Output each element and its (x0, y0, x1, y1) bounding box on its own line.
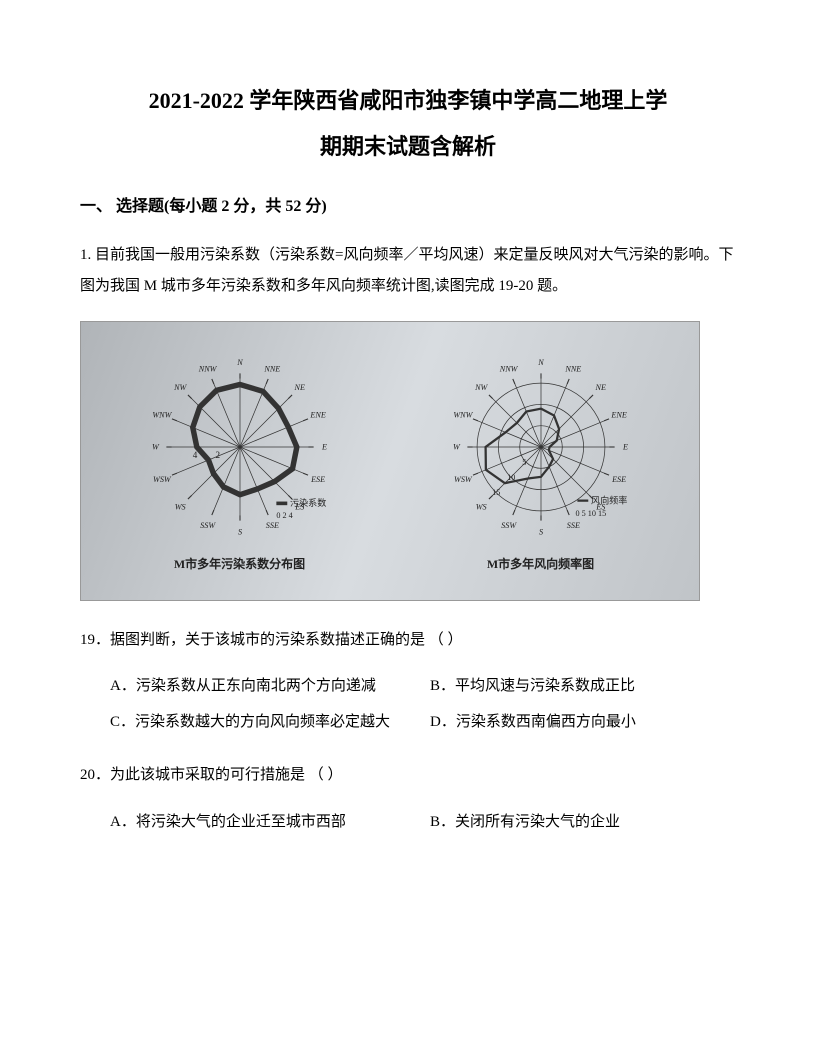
svg-text:4: 4 (192, 449, 197, 459)
svg-text:SSW: SSW (501, 520, 517, 529)
svg-text:SSE: SSE (566, 520, 579, 529)
svg-text:NNE: NNE (564, 364, 581, 373)
svg-text:15: 15 (492, 488, 500, 497)
svg-text:N: N (537, 358, 544, 367)
section-header: 一、 选择题(每小题 2 分，共 52 分) (80, 192, 736, 222)
question-19: 19．据图判断，关于该城市的污染系数描述正确的是 （ ） A．污染系数从正东向南… (80, 625, 736, 741)
svg-text:WSW: WSW (153, 475, 172, 484)
svg-text:风向频率: 风向频率 (591, 494, 627, 505)
svg-text:5: 5 (522, 457, 526, 466)
svg-text:SSW: SSW (200, 520, 216, 529)
svg-text:WNW: WNW (152, 410, 172, 419)
q20-text: 20．为此该城市采取的可行措施是 （ ） (80, 760, 736, 792)
q19-text: 19．据图判断，关于该城市的污染系数描述正确的是 （ ） (80, 625, 736, 657)
svg-text:NW: NW (474, 383, 488, 392)
left-caption: M市多年污染系数分布图 (174, 553, 305, 576)
svg-text:WS: WS (475, 502, 486, 511)
svg-text:W: W (152, 442, 160, 451)
svg-text:SSE: SSE (265, 520, 278, 529)
svg-text:E: E (321, 442, 327, 451)
svg-text:ENE: ENE (309, 410, 325, 419)
svg-text:W: W (453, 442, 461, 451)
svg-text:WSW: WSW (454, 475, 473, 484)
left-compass-wrapper: NNNENEENEEESEESSSESSSWWSWSWWWNWNWNNW42污染… (140, 347, 340, 576)
q19-option-d: D．污染系数西南偏西方向最小 (430, 704, 636, 740)
stem-range: 19-20 题。 (498, 278, 567, 294)
question-stem: 1. 目前我国一般用污染系数（污染系数=风向频率／平均风速）来定量反映风对大气污… (80, 240, 736, 303)
svg-text:ESE: ESE (310, 475, 325, 484)
right-caption: M市多年风向频率图 (487, 553, 594, 576)
svg-text:NNE: NNE (263, 364, 280, 373)
stem-text: 1. 目前我国一般用污染系数（污染系数=风向频率／平均风速）来定量反映风对大气污… (80, 247, 733, 295)
diagram-container: NNNENEENEEESEESSSESSSWWSWSWWWNWNWNNW42污染… (80, 321, 736, 601)
q19-option-b: B．平均风速与污染系数成正比 (430, 668, 635, 704)
svg-text:ENE: ENE (610, 410, 626, 419)
svg-text:ESE: ESE (611, 475, 626, 484)
svg-text:污染系数: 污染系数 (290, 497, 326, 508)
right-compass: NNNENEENEEESEESSSESSSWWSWSWWWNWNWNNW1510… (441, 347, 641, 547)
svg-text:10: 10 (507, 472, 515, 481)
svg-text:WNW: WNW (453, 410, 473, 419)
svg-text:2: 2 (215, 449, 220, 459)
svg-text:0 5 10 15: 0 5 10 15 (575, 509, 606, 518)
svg-text:0 2 4: 0 2 4 (276, 510, 292, 519)
page-title-line1: 2021-2022 学年陕西省咸阳市独李镇中学高二地理上学 (80, 80, 736, 122)
svg-text:S: S (237, 527, 241, 536)
left-compass: NNNENEENEEESEESSSESSSWWSWSWWWNWNWNNW42污染… (140, 347, 340, 547)
svg-text:N: N (236, 358, 243, 367)
q19-option-c: C．污染系数越大的方向风向频率必定越大 (110, 704, 430, 740)
question-20: 20．为此该城市采取的可行措施是 （ ） A．将污染大气的企业迁至城市西部 B．… (80, 760, 736, 840)
svg-text:NNW: NNW (197, 364, 217, 373)
q20-option-b: B．关闭所有污染大气的企业 (430, 804, 620, 840)
svg-text:NE: NE (594, 383, 605, 392)
svg-text:WS: WS (174, 502, 185, 511)
svg-text:E: E (622, 442, 628, 451)
diagram-box: NNNENEENEEESEESSSESSSWWSWSWWWNWNWNNW42污染… (80, 321, 700, 601)
right-compass-wrapper: NNNENEENEEESEESSSESSSWWSWSWWWNWNWNNW1510… (441, 347, 641, 576)
q20-option-a: A．将污染大气的企业迁至城市西部 (110, 804, 430, 840)
svg-text:NNW: NNW (498, 364, 518, 373)
svg-text:S: S (538, 527, 542, 536)
q19-option-a: A．污染系数从正东向南北两个方向递减 (110, 668, 430, 704)
svg-text:NW: NW (173, 383, 187, 392)
page-title-line2: 期期末试题含解析 (80, 126, 736, 168)
svg-text:NE: NE (293, 383, 304, 392)
